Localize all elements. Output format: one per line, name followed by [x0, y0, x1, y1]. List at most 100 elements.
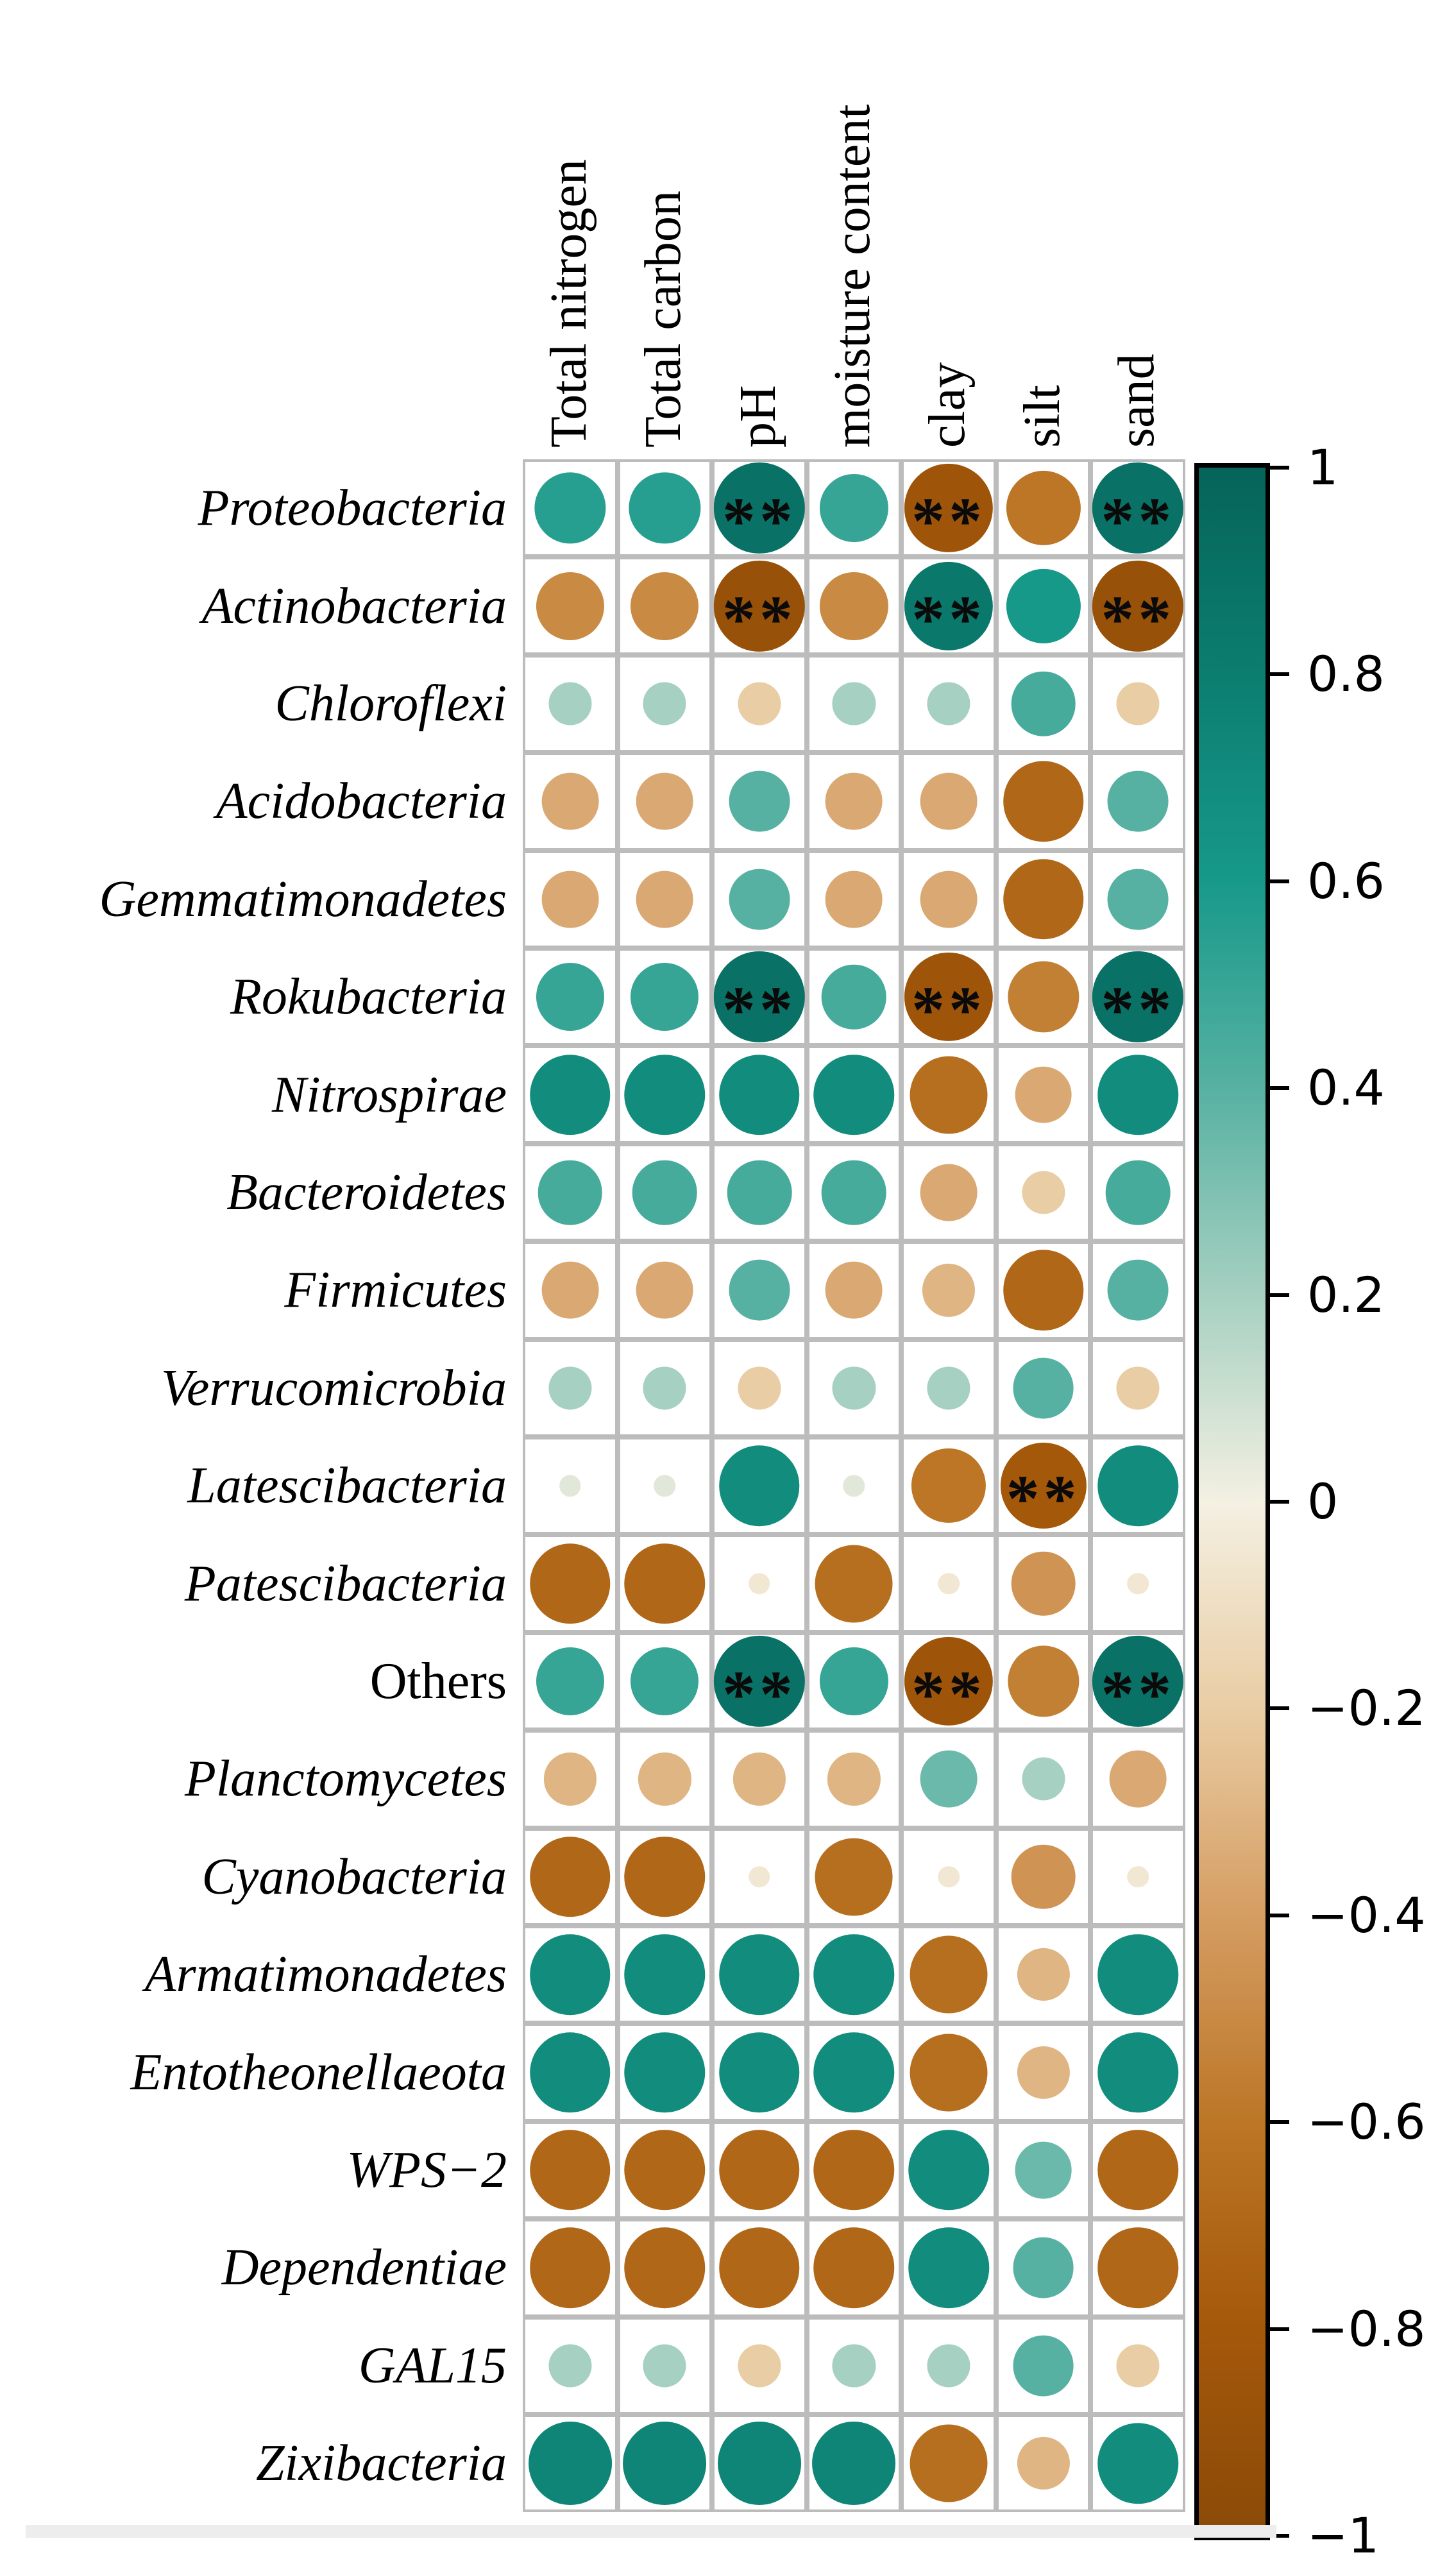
significance-stars: **: [911, 484, 986, 558]
matrix-cell-wps-2-total-nitrogen: [525, 2123, 615, 2217]
matrix-cell-nitrospirae-total-nitrogen: [525, 1048, 615, 1141]
colorbar: [1194, 463, 1270, 2540]
correlation-circle: [938, 1572, 960, 1595]
colorbar-tick-label-0: 1: [1307, 439, 1339, 496]
colorbar-tick: [1270, 466, 1289, 470]
correlation-circle: [543, 1753, 597, 1806]
matrix-cell-actinobacteria-moisture-content: [809, 559, 899, 652]
correlation-circle: [738, 2344, 781, 2388]
matrix-cell-latescibacteria-total-carbon: [620, 1439, 710, 1532]
correlation-circle: [832, 682, 876, 726]
row-label-firmicutes: Firmicutes: [284, 1262, 507, 1319]
matrix-cell-proteobacteria-ph: **: [713, 462, 806, 554]
matrix-cell-gemmatimonadetes-ph: [715, 853, 804, 946]
correlation-circle: [920, 870, 978, 928]
matrix-cell-planctomycetes-clay: [904, 1733, 994, 1826]
row-label-proteobacteria: Proteobacteria: [198, 480, 507, 537]
matrix-cell-entotheonellaeota-ph: [715, 2026, 804, 2119]
correlation-circle: [1003, 859, 1084, 940]
correlation-circle: [738, 682, 781, 726]
colorbar-tick: [1270, 1706, 1289, 1711]
matrix-cell-gal15-clay: [904, 2319, 994, 2412]
matrix-cell-nitrospirae-total-carbon: [620, 1048, 710, 1141]
correlation-circle: [624, 1054, 706, 1135]
matrix-cell-cyanobacteria-total-nitrogen: [525, 1830, 615, 1923]
correlation-circle: [729, 869, 790, 930]
correlation-circle: [904, 464, 994, 553]
matrix-cell-verrucomicrobia-sand: [1093, 1341, 1183, 1434]
correlation-circle: [530, 1054, 611, 1135]
correlation-circle: [1116, 1366, 1160, 1410]
matrix-cell-zixibacteria-total-carbon: [620, 2417, 710, 2510]
correlation-circle: [727, 1160, 792, 1225]
matrix-cell-verrucomicrobia-total-carbon: [620, 1341, 710, 1434]
correlation-circle: [719, 2227, 800, 2309]
row-label-gemmatimonadetes: Gemmatimonadetes: [99, 870, 507, 928]
matrix-cell-cyanobacteria-ph: [715, 1830, 804, 1923]
column-label-total-nitrogen: Total nitrogen: [540, 159, 597, 448]
matrix-cell-verrucomicrobia-silt: [998, 1341, 1088, 1434]
matrix-cell-gemmatimonadetes-total-carbon: [620, 853, 710, 946]
matrix-cell-others-total-carbon: [620, 1634, 710, 1728]
correlation-circle: [749, 1572, 770, 1595]
row-label-entotheonellaeota: Entotheonellaeota: [130, 2044, 507, 2101]
colorbar-tick: [1270, 2534, 1289, 2538]
matrix-cell-acidobacteria-total-nitrogen: [525, 755, 615, 848]
correlation-circle: [1013, 1357, 1074, 1419]
matrix-cell-dependentiae-sand: [1093, 2221, 1183, 2314]
correlation-circle: [1097, 2423, 1178, 2504]
matrix-cell-latescibacteria-total-nitrogen: [525, 1439, 615, 1532]
matrix-cell-proteobacteria-total-nitrogen: [525, 462, 615, 555]
significance-stars: **: [722, 972, 797, 1047]
matrix-cell-gemmatimonadetes-total-nitrogen: [525, 853, 615, 946]
matrix-cell-dependentiae-ph: [715, 2221, 804, 2314]
matrix-cell-zixibacteria-moisture-content: [809, 2417, 899, 2510]
correlation-circle: [927, 682, 970, 726]
correlation-circle: [536, 1647, 604, 1716]
matrix-cell-entotheonellaeota-clay: [904, 2026, 994, 2119]
correlation-circle: [654, 1475, 676, 1497]
correlation-circle: [910, 2033, 988, 2112]
matrix-cell-chloroflexi-silt: [998, 657, 1088, 751]
correlation-circle: [530, 2130, 611, 2211]
correlation-circle: [813, 2032, 895, 2113]
correlation-circle: [530, 2032, 611, 2113]
correlation-circle: [927, 2344, 970, 2388]
correlation-circle: [922, 1264, 976, 1317]
matrix-cell-verrucomicrobia-total-nitrogen: [525, 1341, 615, 1434]
matrix-cell-cyanobacteria-clay: [904, 1830, 994, 1923]
correlation-circle: [1017, 1948, 1070, 2001]
colorbar-tick-label-4: 0.2: [1307, 1266, 1385, 1323]
matrix-grid: ** ** ** ** ** ** ** ** ** ** ** ** **: [523, 459, 1185, 2513]
matrix-cell-acidobacteria-clay: [904, 755, 994, 848]
colorbar-tick: [1270, 2120, 1289, 2125]
correlation-circle: [910, 2424, 988, 2502]
correlation-circle: [1107, 869, 1169, 930]
correlation-circle: [813, 2227, 895, 2309]
correlation-circle: [1013, 2335, 1074, 2397]
correlation-circle: [624, 2227, 706, 2309]
correlation-circle: [904, 1636, 994, 1726]
matrix-cell-planctomycetes-total-nitrogen: [525, 1733, 615, 1826]
correlation-circle: [623, 2422, 707, 2506]
correlation-circle: [908, 2227, 989, 2309]
matrix-cell-dependentiae-moisture-content: [809, 2221, 899, 2314]
matrix-cell-acidobacteria-moisture-content: [809, 755, 899, 848]
correlation-circle: [820, 474, 888, 543]
correlation-circle: [1008, 961, 1079, 1033]
colorbar-tick: [1270, 1293, 1289, 1297]
matrix-cell-cyanobacteria-moisture-content: [809, 1830, 899, 1923]
matrix-cell-gemmatimonadetes-clay: [904, 853, 994, 946]
correlation-circle: [1097, 2130, 1178, 2211]
matrix-cell-firmicutes-sand: [1093, 1244, 1183, 1337]
matrix-cell-armatimonadetes-silt: [998, 1928, 1088, 2021]
matrix-cell-gal15-ph: [715, 2319, 804, 2412]
correlation-circle: [812, 2422, 896, 2506]
correlation-circle: [530, 1543, 611, 1624]
matrix-cell-zixibacteria-sand: [1093, 2417, 1183, 2510]
correlation-circle: [624, 2032, 706, 2113]
matrix-cell-rokubacteria-sand: **: [1092, 951, 1184, 1043]
correlation-circle: [832, 2344, 876, 2388]
correlation-circle: [713, 463, 806, 554]
row-label-bacteroidetes: Bacteroidetes: [226, 1164, 507, 1221]
